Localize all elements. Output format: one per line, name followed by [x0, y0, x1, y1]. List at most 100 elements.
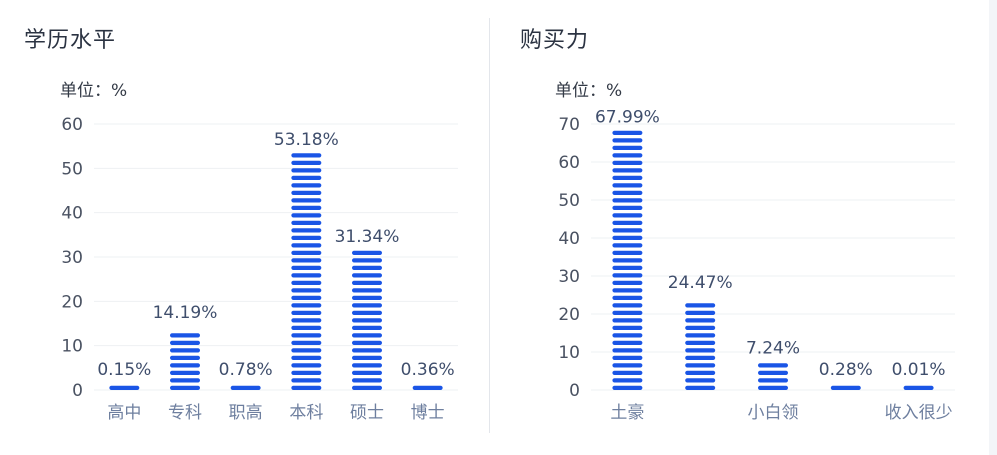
- purchasing-power-bar-segment: [612, 318, 643, 323]
- education-bar-segment: [291, 258, 322, 263]
- education-bar-segment: [352, 265, 382, 270]
- education-data-label: 0.78%: [219, 360, 273, 380]
- education-category-label: 本科: [289, 403, 323, 423]
- education-bar-segment: [291, 183, 322, 188]
- purchasing-power-bar-segment: [612, 168, 643, 173]
- education-bar-segment: [291, 175, 322, 180]
- purchasing-power-bar-segment: [612, 205, 643, 210]
- purchasing-power-bar-segment: [758, 385, 788, 390]
- education-bar-segment: [352, 348, 382, 353]
- education-bar: [412, 385, 443, 390]
- purchasing-power-bar-segment: [685, 363, 716, 368]
- purchasing-power-bar-segment: [903, 385, 934, 390]
- education-bar-segment: [291, 385, 322, 390]
- panel-divider: [489, 18, 490, 433]
- purchasing-power-bar: [612, 130, 643, 390]
- education-bar-segment: [352, 385, 382, 390]
- education-bar-segment: [170, 340, 200, 345]
- education-bar-segment: [291, 370, 322, 375]
- education-bar-segment: [291, 295, 322, 300]
- education-bar-segment: [352, 333, 382, 338]
- purchasing-power-unit-label: 单位：%: [555, 81, 622, 101]
- education-y-tick-label: 20: [61, 292, 83, 312]
- education-bar-segment: [291, 213, 322, 218]
- right-edge-strip: [989, 0, 997, 455]
- education-title: 学历水平: [24, 28, 117, 53]
- education-y-tick-label: 10: [61, 337, 83, 357]
- purchasing-power-bar-segment: [612, 130, 643, 135]
- purchasing-power-bar-segment: [612, 333, 643, 338]
- education-chart: 单位：% 0 10 20 30 40 50 60 0.15% 高中 14.19% 专科 0.78% 职高 5…: [60, 81, 458, 423]
- purchasing-power-bar-segment: [612, 213, 643, 218]
- education-bar-segment: [291, 168, 322, 173]
- education-y-tick-label: 60: [61, 115, 83, 135]
- education-data-label: 31.34%: [335, 227, 400, 247]
- purchasing-power-bar-segment: [612, 340, 643, 345]
- purchasing-power-y-tick-label: 60: [558, 153, 580, 173]
- education-bar-segment: [352, 355, 382, 360]
- education-category-label: 专科: [168, 403, 202, 423]
- education-bar-segment: [291, 288, 322, 293]
- purchasing-power-bar-segment: [612, 258, 643, 263]
- purchasing-power-data-label: 7.24%: [746, 338, 800, 358]
- purchasing-power-bar-segment: [612, 385, 643, 390]
- education-bar: [170, 333, 200, 390]
- purchasing-power-data-label: 0.28%: [819, 360, 873, 380]
- education-data-label: 53.18%: [274, 130, 339, 150]
- education-bar-segment: [352, 340, 382, 345]
- education-bar-segment: [352, 273, 382, 278]
- education-bar: [109, 385, 140, 390]
- purchasing-power-chart: 单位：% 0 10 20 30 40 50 60 70 67.99% 土豪 24.47% 7.24% 小白…: [555, 81, 955, 423]
- education-bar-segment: [291, 198, 322, 203]
- purchasing-power-panel: 购买力 单位：% 0 10 20 30 40 50 60 70 67.99% 土豪 24.47% 7.2…: [491, 0, 989, 455]
- education-data-label: 0.36%: [401, 360, 455, 380]
- purchasing-power-data-label: 24.47%: [668, 273, 733, 293]
- purchasing-power-bar-segment: [612, 370, 643, 375]
- purchasing-power-bar-segment: [612, 160, 643, 165]
- education-bar-segment: [352, 370, 382, 375]
- purchasing-power-title: 购买力: [520, 28, 590, 53]
- education-bar: [230, 385, 261, 390]
- education-bar-segment: [291, 243, 322, 248]
- purchasing-power-y-tick-label: 30: [558, 267, 580, 287]
- education-data-label: 14.19%: [153, 303, 218, 323]
- education-bar-segment: [352, 363, 382, 368]
- purchasing-power-bar-segment: [612, 355, 643, 360]
- purchasing-power-data-label: 67.99%: [595, 108, 660, 128]
- purchasing-power-bar-segment: [685, 385, 716, 390]
- education-bar-segment: [230, 385, 261, 390]
- purchasing-power-bar-segment: [612, 138, 643, 143]
- purchasing-power-bar-segment: [685, 310, 716, 315]
- purchasing-power-bar: [903, 385, 934, 390]
- purchasing-power-y-tick-label: 70: [558, 115, 580, 135]
- education-bar-segment: [352, 258, 382, 263]
- purchasing-power-y-tick-label: 20: [558, 305, 580, 325]
- education-bar-segment: [291, 333, 322, 338]
- purchasing-power-bar-segment: [612, 243, 643, 248]
- education-bar-segment: [170, 385, 200, 390]
- purchasing-power-bar-segment: [758, 370, 788, 375]
- purchasing-power-bar-segment: [612, 153, 643, 158]
- purchasing-power-bar-segment: [612, 265, 643, 270]
- education-bar-segment: [291, 153, 322, 158]
- purchasing-power-bar-segment: [612, 228, 643, 233]
- purchasing-power-bar-segment: [612, 220, 643, 225]
- education-bar-segment: [291, 325, 322, 330]
- education-bar-segment: [291, 228, 322, 233]
- purchasing-power-category-label: 小白领: [748, 403, 799, 423]
- purchasing-power-bar-segment: [612, 250, 643, 255]
- purchasing-power-data-label: 0.01%: [892, 360, 946, 380]
- education-bar-segment: [291, 205, 322, 210]
- purchasing-power-bar-segment: [612, 198, 643, 203]
- education-category-label: 硕士: [350, 403, 384, 423]
- education-bar-segment: [291, 310, 322, 315]
- purchasing-power-bar-segment: [685, 348, 716, 353]
- education-category-label: 高中: [107, 403, 141, 423]
- education-bar-segment: [291, 340, 322, 345]
- purchasing-power-y-tick-label: 40: [558, 229, 580, 249]
- education-bar-segment: [352, 318, 382, 323]
- purchasing-power-bar-segment: [685, 303, 716, 308]
- education-data-label: 0.15%: [97, 360, 151, 380]
- purchasing-power-bar-segment: [685, 333, 716, 338]
- education-bar-segment: [352, 310, 382, 315]
